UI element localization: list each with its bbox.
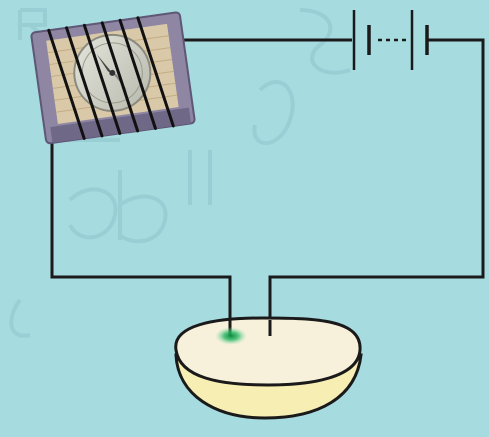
wire-left	[50, 140, 232, 336]
battery-icon	[352, 10, 429, 70]
compass-with-coil-icon	[30, 11, 196, 145]
circuit-wires	[50, 38, 485, 336]
potato-dish-icon	[174, 316, 363, 420]
dish-top-surface	[174, 316, 362, 387]
coil-windings	[47, 16, 175, 140]
wire-top-right	[268, 38, 485, 336]
green-spot-icon	[215, 327, 247, 345]
